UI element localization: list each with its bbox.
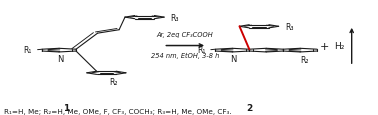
Text: R₁=H, Me; R₂=H, Me, OMe, F, CF₃, COCH₃; R₃=H, Me, OMe, CF₃.: R₁=H, Me; R₂=H, Me, OMe, F, CF₃, COCH₃; … (5, 108, 232, 114)
Text: R₂: R₂ (109, 77, 118, 86)
Text: +: + (320, 41, 329, 51)
Text: H₂: H₂ (335, 42, 345, 51)
Text: R₃: R₃ (170, 13, 179, 22)
Text: R₃: R₃ (285, 23, 293, 32)
Text: 2: 2 (246, 103, 253, 112)
Text: 254 nm, EtOH, 3-8 h: 254 nm, EtOH, 3-8 h (151, 52, 219, 58)
Text: Ar, 2eq CF₃COOH: Ar, 2eq CF₃COOH (157, 32, 214, 38)
Text: 1: 1 (64, 103, 70, 112)
Text: N: N (57, 54, 63, 63)
Text: R₂: R₂ (301, 55, 309, 64)
Text: N: N (230, 54, 236, 63)
Text: R₁: R₁ (23, 46, 32, 55)
Text: R₁: R₁ (197, 46, 205, 55)
